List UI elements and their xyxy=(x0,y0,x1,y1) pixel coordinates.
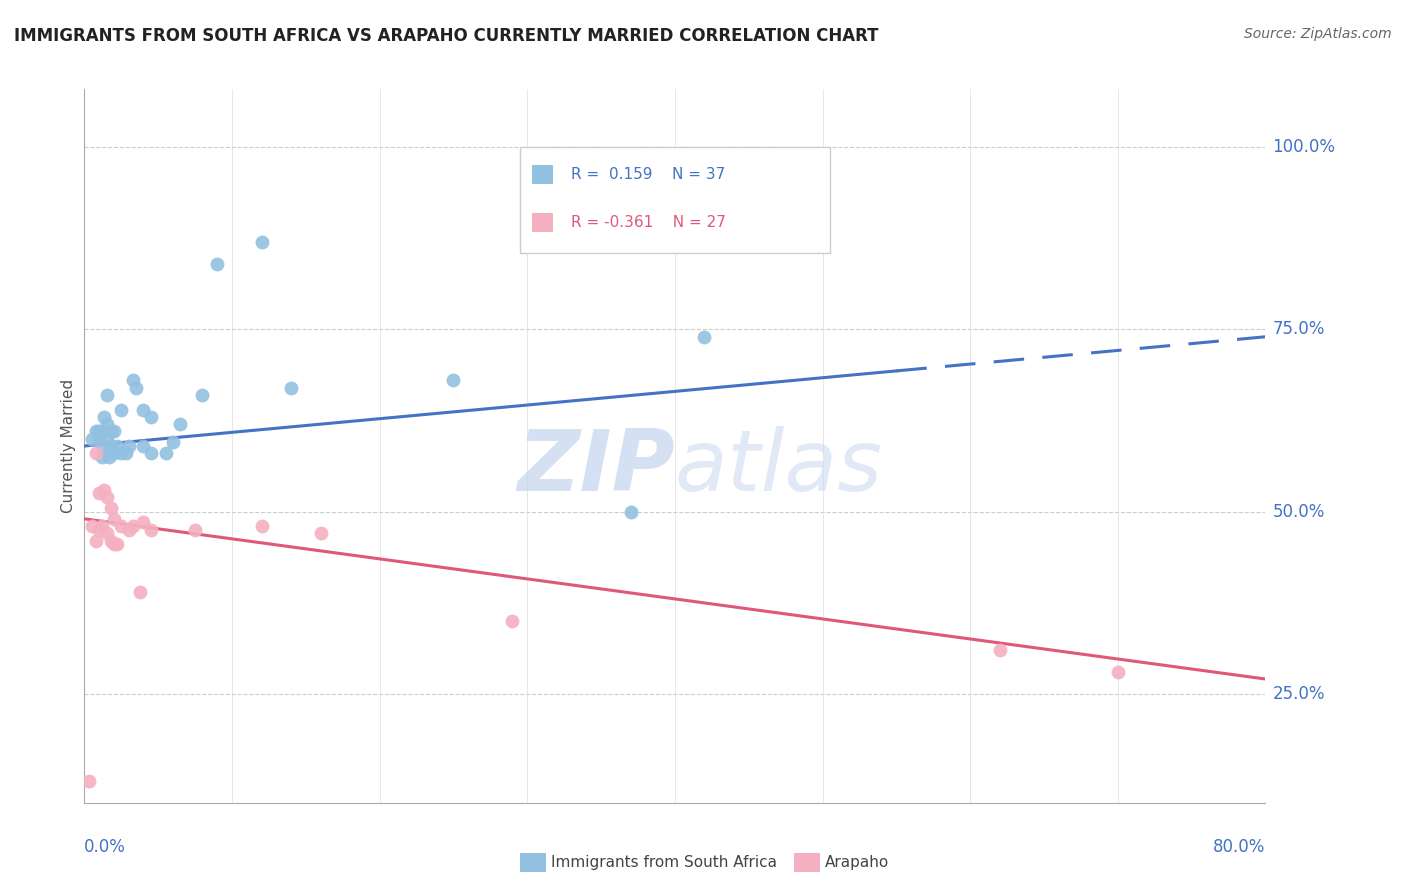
Text: R =  0.159    N = 37: R = 0.159 N = 37 xyxy=(571,168,725,182)
Point xyxy=(184,523,207,537)
Point xyxy=(80,432,103,446)
Point xyxy=(191,388,214,402)
Point xyxy=(84,425,107,439)
Text: Source: ZipAtlas.com: Source: ZipAtlas.com xyxy=(1244,27,1392,41)
Point xyxy=(103,537,125,551)
Point xyxy=(100,439,122,453)
Text: 100.0%: 100.0% xyxy=(1272,138,1336,156)
Point xyxy=(139,446,162,460)
Point xyxy=(110,519,132,533)
Point xyxy=(96,388,118,402)
Text: ZIP: ZIP xyxy=(517,425,675,509)
Point xyxy=(132,516,155,530)
Point xyxy=(87,523,111,537)
Point xyxy=(84,533,107,548)
Y-axis label: Currently Married: Currently Married xyxy=(60,379,76,513)
Point xyxy=(122,374,145,388)
Point xyxy=(132,402,155,417)
Point xyxy=(96,526,118,541)
Text: Immigrants from South Africa: Immigrants from South Africa xyxy=(551,855,778,870)
Point xyxy=(87,432,111,446)
Point xyxy=(100,425,122,439)
Point xyxy=(84,446,107,460)
Point xyxy=(205,257,228,271)
Point xyxy=(100,500,122,515)
Point xyxy=(93,483,115,497)
Point xyxy=(441,374,464,388)
Text: 50.0%: 50.0% xyxy=(1272,502,1324,521)
Point xyxy=(132,439,155,453)
Point xyxy=(96,432,118,446)
Point xyxy=(100,533,122,548)
Bar xyxy=(520,147,830,253)
Point xyxy=(77,774,100,789)
Text: R = -0.361    N = 27: R = -0.361 N = 27 xyxy=(571,215,725,230)
Point xyxy=(988,643,1011,657)
Point xyxy=(114,446,136,460)
Point xyxy=(1107,665,1129,679)
Point xyxy=(250,235,273,249)
Point xyxy=(280,381,302,395)
Point xyxy=(118,523,141,537)
Point xyxy=(98,450,121,464)
Point xyxy=(501,614,523,628)
Point xyxy=(139,409,162,424)
Point xyxy=(139,523,162,537)
Point xyxy=(162,435,184,450)
Text: 0.0%: 0.0% xyxy=(84,838,127,856)
Point xyxy=(122,519,145,533)
Point xyxy=(87,425,111,439)
Point xyxy=(619,504,641,518)
Point xyxy=(91,519,114,533)
Point xyxy=(103,512,125,526)
Point xyxy=(250,519,273,533)
Point xyxy=(110,402,132,417)
Point xyxy=(110,446,132,460)
Bar xyxy=(531,165,553,185)
Text: Arapaho: Arapaho xyxy=(825,855,890,870)
Point xyxy=(93,425,115,439)
Text: 75.0%: 75.0% xyxy=(1272,320,1324,338)
Bar xyxy=(531,212,553,232)
Point xyxy=(125,381,148,395)
Point xyxy=(693,330,716,344)
Point xyxy=(91,450,114,464)
Point xyxy=(103,425,125,439)
Point xyxy=(105,537,128,551)
Point xyxy=(155,446,177,460)
Point xyxy=(96,417,118,432)
Point xyxy=(96,490,118,504)
Point xyxy=(118,439,141,453)
Text: 25.0%: 25.0% xyxy=(1272,684,1324,703)
Point xyxy=(87,486,111,500)
Point xyxy=(105,439,128,453)
Text: atlas: atlas xyxy=(675,425,883,509)
Point xyxy=(93,409,115,424)
Point xyxy=(129,584,152,599)
Point xyxy=(91,439,114,453)
Point xyxy=(169,417,191,432)
Text: IMMIGRANTS FROM SOUTH AFRICA VS ARAPAHO CURRENTLY MARRIED CORRELATION CHART: IMMIGRANTS FROM SOUTH AFRICA VS ARAPAHO … xyxy=(14,27,879,45)
Text: 80.0%: 80.0% xyxy=(1213,838,1265,856)
Point xyxy=(103,446,125,460)
Point xyxy=(80,519,103,533)
Point xyxy=(309,526,332,541)
